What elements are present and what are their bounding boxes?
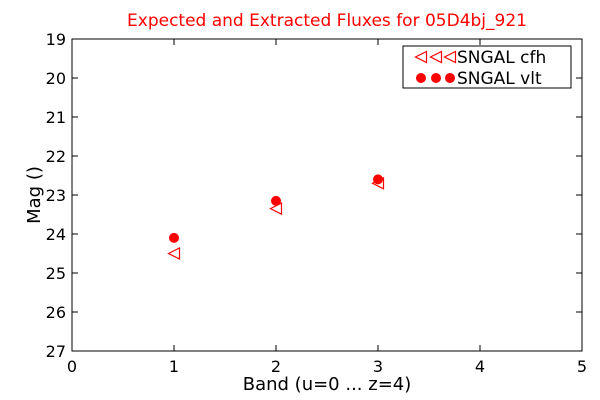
data-point-vlt xyxy=(373,174,383,185)
x-tick-label: 2 xyxy=(271,357,281,376)
legend: SNGAL cfh SNGAL vlt xyxy=(402,45,572,89)
x-tick-label: 0 xyxy=(67,357,77,376)
legend-marker-vlt xyxy=(445,73,455,83)
legend-box xyxy=(402,45,572,89)
data-point-cfh xyxy=(167,247,181,260)
y-axis-label: Mag () xyxy=(24,166,45,224)
y-tick-label: 22 xyxy=(46,147,66,166)
data-point-cfh xyxy=(269,202,283,216)
legend-marker-cfh xyxy=(429,50,443,64)
y-tick-label: 24 xyxy=(46,225,66,244)
y-tick-label: 25 xyxy=(46,264,66,283)
legend-marker-cfh xyxy=(443,50,457,64)
y-tick-label: 19 xyxy=(46,30,66,49)
x-tick-label: 5 xyxy=(577,357,587,376)
data-point-vlt xyxy=(271,195,281,206)
x-tick-label: 1 xyxy=(169,357,179,376)
y-tick-label: 21 xyxy=(46,108,66,127)
y-tick-label: 20 xyxy=(46,69,66,88)
chart-title: Expected and Extracted Fluxes for 05D4bj… xyxy=(127,11,527,31)
x-tick-label: 4 xyxy=(475,357,485,376)
legend-marker-vlt xyxy=(431,73,441,83)
legend-marker-vlt xyxy=(416,73,426,83)
y-tick-label: 23 xyxy=(46,186,66,205)
data-point-vlt xyxy=(169,232,179,243)
y-tick-label: 27 xyxy=(46,342,66,361)
x-axis-label: Band (u=0 ... z=4) xyxy=(243,374,412,395)
y-tick-label: 26 xyxy=(46,303,66,322)
legend-label-cfh: SNGAL cfh xyxy=(457,48,546,68)
x-tick-label: 3 xyxy=(373,357,383,376)
legend-marker-cfh xyxy=(414,50,428,64)
legend-label-vlt: SNGAL vlt xyxy=(457,69,542,89)
